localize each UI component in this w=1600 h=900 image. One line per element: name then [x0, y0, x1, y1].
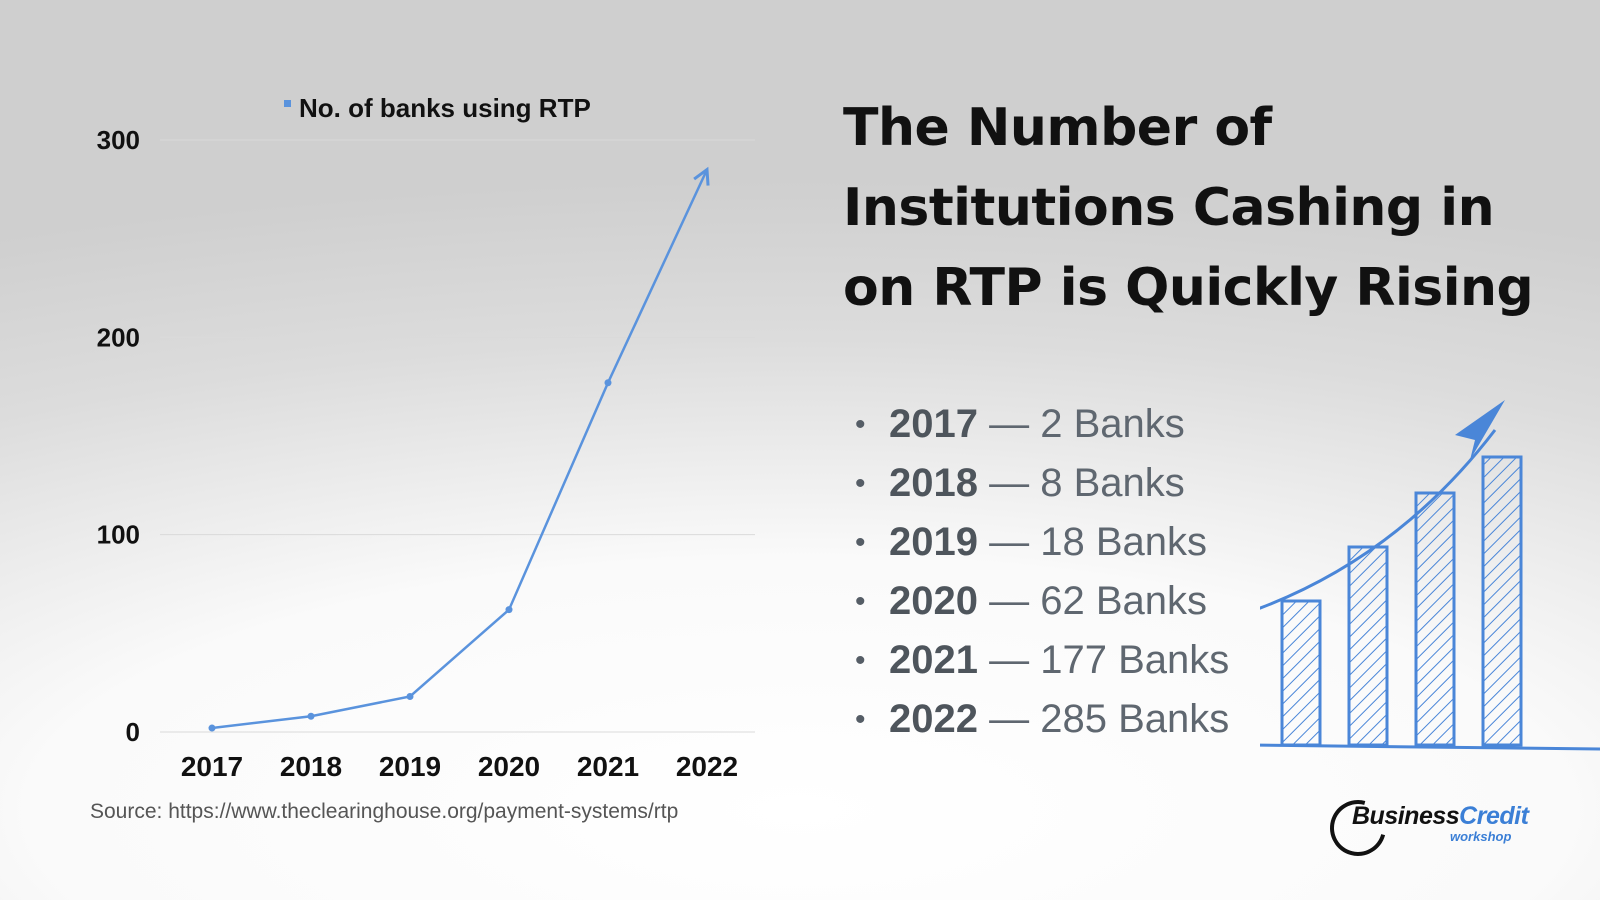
fact-year: 2020	[889, 579, 978, 623]
logo-wordmark: BusinessCredit	[1352, 802, 1529, 830]
y-tick-label: 100	[97, 520, 140, 550]
fact-count: — 177 Banks	[989, 638, 1230, 682]
source-citation: Source: https://www.theclearinghouse.org…	[90, 800, 679, 823]
x-tick-label: 2021	[577, 751, 639, 782]
x-tick-label: 2017	[181, 751, 243, 782]
fact-count: — 18 Banks	[989, 520, 1207, 564]
bullet-icon: •	[855, 644, 866, 677]
series-layer	[208, 166, 710, 732]
fact-year: 2017	[889, 402, 978, 446]
deco-bar	[1414, 491, 1456, 747]
logo-subtitle: workshop	[1450, 829, 1512, 844]
fact-year: 2021	[889, 638, 978, 682]
facts-list: • 2017 — 2 Banks • 2018 — 8 Banks • 2019 — …	[855, 395, 1229, 749]
data-point	[505, 606, 513, 614]
sketched-growth-bars-illustration	[1260, 400, 1600, 751]
fact-count: — 285 Banks	[989, 697, 1230, 741]
deco-bar	[1280, 599, 1322, 747]
fact-year: 2019	[889, 520, 978, 564]
deco-trend-arrow	[1260, 429, 1497, 610]
x-axis-ticks: 2017 2018 2019 2020 2021 2022	[181, 751, 738, 782]
fact-year: 2022	[889, 697, 978, 741]
series-line	[211, 169, 709, 730]
y-tick-label: 300	[97, 125, 140, 155]
x-tick-label: 2018	[280, 751, 342, 782]
data-point-arrow	[693, 166, 710, 186]
y-tick-label: 0	[126, 717, 140, 747]
deco-arrowhead-icon	[1455, 400, 1505, 460]
fact-item: • 2019 — 18 Banks	[855, 513, 1229, 572]
deco-bars	[1280, 455, 1523, 747]
bullet-icon: •	[855, 408, 866, 441]
deco-bar	[1347, 545, 1389, 747]
y-axis-ticks: 0 100 200 300	[97, 125, 140, 747]
fact-item: • 2022 — 285 Banks	[855, 690, 1229, 749]
x-tick-label: 2020	[478, 751, 540, 782]
line-chart: 0 100 200 300 2017 2018 2019 2020 2021 2022 No. …	[97, 93, 755, 782]
fact-item: • 2020 — 62 Banks	[855, 572, 1229, 631]
x-tick-label: 2022	[676, 751, 738, 782]
data-point	[604, 379, 612, 387]
legend-swatch	[284, 100, 291, 107]
bullet-icon: •	[855, 585, 866, 618]
bullet-icon: •	[855, 467, 866, 500]
x-tick-label: 2019	[379, 751, 441, 782]
deco-bar	[1481, 455, 1523, 747]
fact-item: • 2018 — 8 Banks	[855, 454, 1229, 513]
bullet-icon: •	[855, 703, 866, 736]
deco-baseline	[1260, 743, 1600, 751]
fact-count: — 2 Banks	[989, 402, 1185, 446]
fact-count: — 62 Banks	[989, 579, 1207, 623]
headline: The Number of Institutions Cashing in on…	[843, 98, 1534, 318]
bullet-icon: •	[855, 526, 866, 559]
business-credit-workshop-logo: BusinessCredit workshop	[1319, 789, 1550, 867]
y-tick-label: 200	[97, 322, 140, 352]
gridlines	[160, 139, 755, 733]
fact-item: • 2021 — 177 Banks	[855, 631, 1229, 690]
data-point	[406, 692, 414, 700]
data-point	[208, 724, 216, 732]
legend-label: No. of banks using RTP	[299, 93, 591, 123]
legend: No. of banks using RTP	[284, 93, 591, 123]
fact-item: • 2017 — 2 Banks	[855, 395, 1229, 454]
fact-count: — 8 Banks	[989, 461, 1185, 505]
fact-year: 2018	[889, 461, 978, 505]
data-point	[307, 712, 315, 720]
